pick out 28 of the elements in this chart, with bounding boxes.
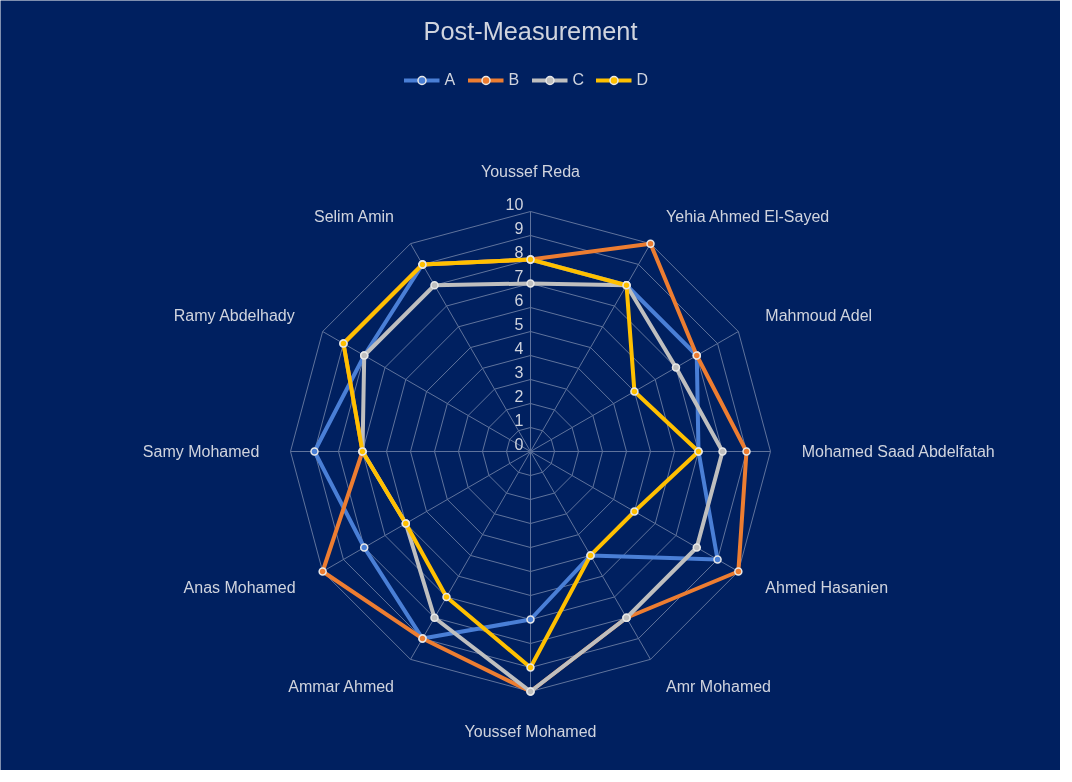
legend-label: C (572, 71, 586, 89)
y-tick-label: 7 (514, 267, 524, 285)
spoke-label: Yehia Ahmed El-Sayed (666, 208, 830, 226)
spoke-label: Ahmed Hasanien (765, 578, 889, 596)
spoke-label: Mahmoud Adel (765, 307, 873, 325)
spoke-label: Ammar Ahmed (288, 677, 395, 695)
spoke-label: Selim Amin (313, 208, 395, 226)
y-tick-label: 5 (514, 315, 524, 333)
y-tick-label: 4 (514, 339, 524, 357)
chart-title: Post-Measurement (423, 17, 638, 46)
spoke-label: Anas Mohamed (183, 578, 296, 596)
spoke-label: Youssef Reda (480, 163, 581, 181)
y-tick-label: 2 (514, 387, 524, 405)
legend-label: D (636, 71, 650, 89)
y-tick-label: 9 (514, 219, 524, 237)
legend-label: B (508, 71, 521, 89)
spoke-label: Samy Mohamed (142, 443, 260, 460)
spoke-label: Youssef Mohamed (464, 722, 597, 740)
spoke-label: Ramy Abdelhady (173, 307, 295, 325)
legend-label: A (444, 71, 457, 89)
y-tick-label: 0 (514, 435, 524, 453)
y-tick-label: 8 (514, 243, 524, 261)
spoke-label: Amr Mohamed (666, 677, 772, 695)
y-tick-label: 10 (505, 195, 524, 213)
y-tick-label: 1 (514, 411, 524, 429)
y-tick-label: 6 (514, 291, 524, 309)
y-tick-label: 3 (514, 363, 524, 381)
spoke-label: Mohamed Saad Abdelfatah (801, 443, 995, 460)
